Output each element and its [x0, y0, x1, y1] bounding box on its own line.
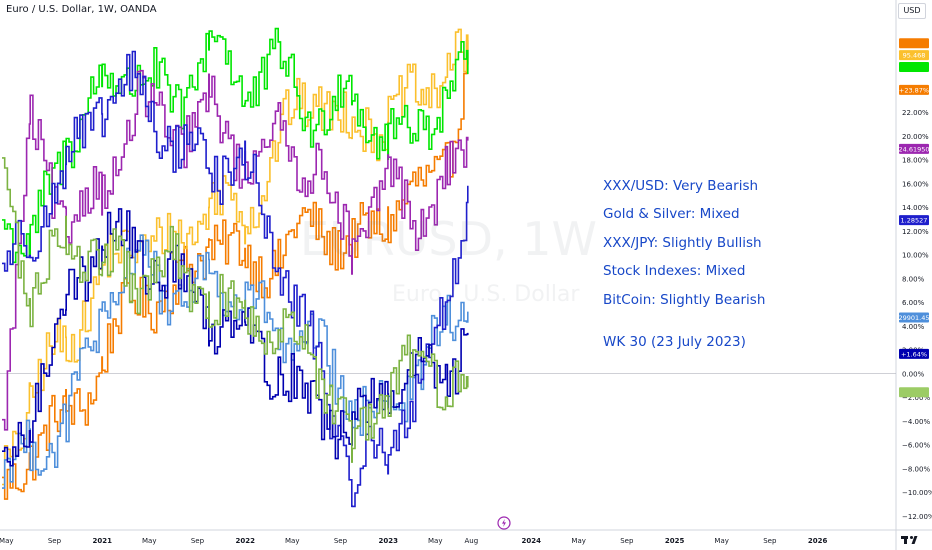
annotation-xxx-jpy: XXX/JPY: Slightly Bullish [603, 235, 762, 251]
annotation-bitcoin: BitCoin: Slightly Bearish [603, 292, 766, 308]
watermark-name: Euro / U.S. Dollar [392, 282, 580, 307]
y-tick-label: 8.00% [902, 275, 925, 283]
x-tick-label: Sep [620, 537, 634, 545]
series-line [2, 157, 469, 463]
x-tick-label: May [571, 537, 585, 545]
series-layer [2, 27, 469, 508]
x-tick-label: May [142, 537, 156, 545]
series-line [2, 27, 469, 264]
price-label-text: 24.61950 [898, 145, 929, 153]
x-tick-label: Sep [191, 537, 205, 545]
y-tick-label: −10.00% [902, 489, 932, 497]
price-label-box [899, 215, 929, 226]
y-tick-label: 0.00% [902, 370, 925, 378]
price-label-text: 29901.45 [898, 314, 929, 322]
y-tick-label: −2.00% [902, 394, 930, 402]
y-tick-label: 6.00% [902, 299, 925, 307]
x-tick-label: May [285, 537, 299, 545]
y-tick-label: 12.00% [902, 228, 929, 236]
price-label-text: +23.87% [899, 86, 929, 94]
price-label-box [899, 143, 929, 154]
y-tick-label: 22.00% [902, 109, 929, 117]
lightning-icon[interactable] [497, 516, 511, 530]
series-line [2, 50, 469, 508]
price-label-box [899, 61, 929, 72]
x-axis[interactable]: May Sep 2021 May Sep 2022 May Sep 2023 May Aug 2024… [0, 537, 828, 545]
symbol-title[interactable]: Euro / U.S. Dollar, 1W, OANDA [6, 4, 157, 15]
x-tick-label: Aug [464, 537, 478, 545]
y-tick-label: 20.00% [902, 133, 929, 141]
y-tick-label: 14.00% [902, 204, 929, 212]
y-tick-label: 4.00% [902, 323, 925, 331]
price-label-box [899, 312, 929, 323]
x-tick-label: May [714, 537, 728, 545]
watermark-symbol: EURUSD, 1W [300, 212, 597, 266]
y-tick-label: −4.00% [902, 418, 930, 426]
annotation-stock-indexes: Stock Indexes: Mixed [603, 263, 746, 279]
price-label-box [899, 50, 929, 61]
series-line [2, 40, 469, 500]
y-tick-label: −8.00% [902, 465, 930, 473]
price-label-box [899, 38, 929, 49]
x-tick-label: 2025 [665, 537, 685, 545]
price-label-text: 1.28527 [901, 217, 928, 225]
y-tick-label: −12.00% [902, 513, 932, 521]
x-tick-label: Sep [763, 537, 777, 545]
x-tick-label: May [428, 537, 442, 545]
price-labels: 95.468 +23.87% 24.61950 1.28527 29901.45 +1.6… [898, 38, 930, 398]
annotation-gold-silver: Gold & Silver: Mixed [603, 206, 740, 222]
series-line [2, 69, 469, 431]
tradingview-logo-icon[interactable] [898, 533, 924, 547]
price-label-box [899, 387, 929, 398]
currency-button[interactable]: USD [898, 3, 926, 19]
x-tick-label: May [0, 537, 14, 545]
price-label-text: 95.468 [903, 52, 926, 60]
x-tick-label: Sep [334, 537, 348, 545]
x-tick-label: 2026 [808, 537, 828, 545]
x-tick-label: Sep [48, 537, 62, 545]
price-label-box [899, 84, 929, 95]
annotation-week: WK 30 (23 July 2023) [603, 334, 746, 350]
x-tick-label: 2022 [236, 537, 256, 545]
y-tick-label: 18.00% [902, 157, 929, 165]
x-tick-label: 2024 [522, 537, 542, 545]
price-label-text: +1.64% [901, 350, 927, 358]
y-tick-label: 16.00% [902, 180, 929, 188]
annotation-xxx-usd: XXX/USD: Very Bearish [603, 178, 759, 194]
y-tick-label: −6.00% [902, 442, 930, 450]
price-label-box [899, 348, 929, 359]
y-tick-label: 10.00% [902, 252, 929, 260]
x-tick-label: 2021 [93, 537, 113, 545]
x-tick-label: 2023 [379, 537, 399, 545]
